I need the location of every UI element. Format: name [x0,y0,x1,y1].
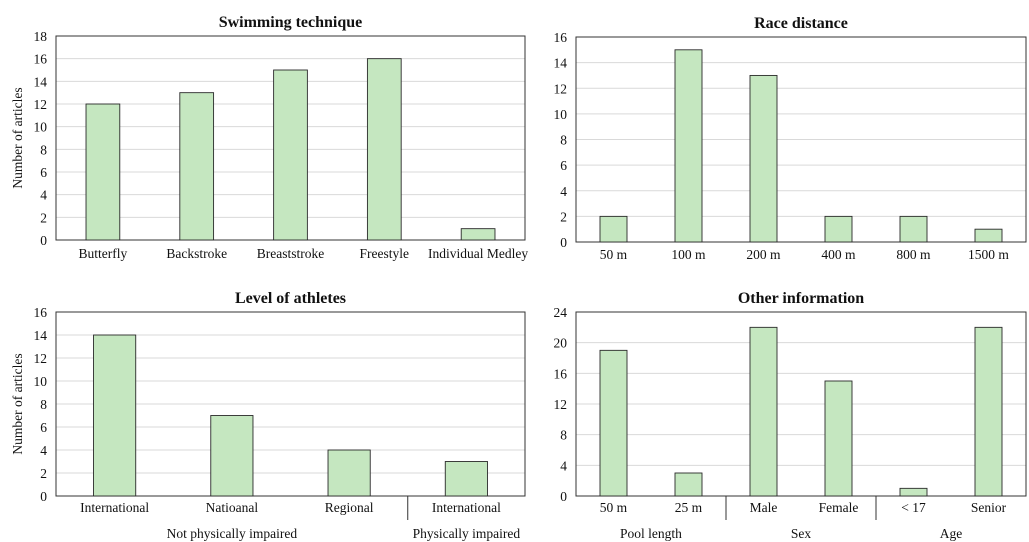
y-tick-label: 16 [34,52,48,67]
y-tick-label: 18 [34,29,48,44]
y-tick-label: 6 [40,420,47,435]
y-tick-label: 14 [34,74,48,89]
group-label: Pool length [620,526,682,541]
y-tick-label: 12 [554,397,568,412]
bar [599,215,628,243]
y-tick-label: 6 [560,158,567,173]
x-tick-label: 25 m [675,500,703,515]
y-tick-label: 12 [34,351,48,366]
chart-other-information: 0 4 8 12 16 20 24 Other information 50 m 25 m Male… [554,290,1027,541]
x-tick-label: 50 m [600,500,628,515]
y-tick-label: 14 [34,328,48,343]
chart-race-distance: 0 2 4 6 8 10 12 14 16 Race distance 50 m 100 m 200 m… [554,15,1027,262]
y-tick-label: 16 [554,30,568,45]
y-tick-label: 2 [40,466,47,481]
x-tick-label: Senior [971,500,1007,515]
bar [749,74,778,243]
bar [974,228,1003,243]
y-tick-label: 14 [554,56,568,71]
x-tick-label: Regional [325,500,374,515]
y-tick-label: 8 [560,428,567,443]
plot-area [575,36,1027,243]
x-tick-label: 1500 m [968,247,1009,262]
group-label: Physically impaired [413,526,521,541]
y-tick-label: 10 [34,120,48,135]
bar [179,92,215,241]
bar [749,326,778,497]
y-tick-label: 6 [40,165,47,180]
y-tick-label: 4 [40,188,47,203]
x-tick-label: Male [750,500,778,515]
y-tick-label: 20 [554,336,568,351]
y-tick-label: 10 [554,107,568,122]
group-label: Age [940,526,963,541]
x-tick-label: 200 m [746,247,781,262]
x-tick-label: Backstroke [166,246,227,261]
y-tick-label: 2 [560,209,567,224]
x-tick-label: Natioanal [206,500,259,515]
x-tick-label: 100 m [671,247,706,262]
chart-title: Race distance [754,15,848,32]
plot-area [575,311,1027,497]
bar [599,349,628,497]
plot-area [55,311,526,497]
y-tick-label: 12 [554,81,568,96]
bar [899,487,928,497]
chart-title: Other information [738,290,864,307]
y-tick-label: 2 [40,210,47,225]
y-tick-label: 24 [554,305,568,320]
y-tick-label: 16 [34,305,48,320]
y-tick-label: 0 [40,489,47,504]
bar [899,215,928,243]
y-axis-label: Number of articles [10,87,25,188]
chart-title: Swimming technique [219,14,363,31]
y-tick-label: 12 [34,97,48,112]
bar [444,461,488,497]
y-tick-label: 16 [554,366,568,381]
y-tick-label: 0 [560,235,567,250]
bar [327,449,371,497]
x-tick-label: Butterfly [79,246,128,261]
bar [674,472,703,497]
chart-title: Level of athletes [235,290,346,307]
y-axis-label: Number of articles [10,353,25,454]
x-tick-label: 800 m [896,247,931,262]
x-tick-label: 50 m [600,247,628,262]
bar [974,326,1003,497]
group-label: Not physically impaired [167,526,298,541]
bar [273,69,308,241]
bar [85,103,121,241]
y-tick-label: 4 [560,184,567,199]
y-tick-label: 4 [560,458,567,473]
x-tick-label: 400 m [821,247,856,262]
bar [93,334,137,497]
bar [210,415,254,497]
bar [824,215,853,243]
chart-swimming-technique: 0 2 4 6 8 10 12 14 16 18 Number of articles Swimmin… [10,14,528,261]
group-label: Sex [791,526,812,541]
y-tick-label: 10 [34,374,48,389]
bar [674,49,703,243]
y-tick-label: 0 [40,233,47,248]
y-tick-label: 0 [560,489,567,504]
y-tick-label: 4 [40,443,47,458]
x-tick-label: International [80,500,149,515]
bar [460,228,496,241]
x-tick-label: Female [819,500,859,515]
x-tick-label: < 17 [901,500,926,515]
bar [824,380,853,497]
x-tick-label: Freestyle [360,246,410,261]
y-tick-label: 8 [40,142,47,157]
x-tick-label: International [432,500,501,515]
x-tick-label: Individual Medley [428,246,528,261]
y-tick-label: 8 [560,133,567,148]
y-tick-label: 8 [40,397,47,412]
chart-level-of-athletes: 0 2 4 6 8 10 12 14 16 Number of articles Level of … [10,290,526,541]
x-tick-label: Breaststroke [257,246,324,261]
bar [366,58,402,241]
